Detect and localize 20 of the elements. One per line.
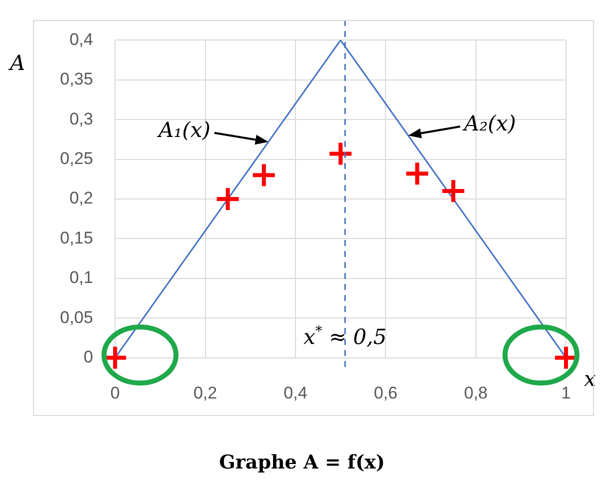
x-tick-label: 0,8 [464,384,488,403]
y-tick-label: 0,35 [60,70,94,89]
y-tick-label: 0,15 [60,228,94,248]
annotation: A₁(x) [156,118,210,142]
y-tick-label: 0,2 [69,188,94,208]
x-tick-label: 0,4 [284,384,308,403]
text: Graphe A = f(x) [219,452,385,474]
ref-line-label: x* ≈ 0,5 [304,323,387,349]
y-tick-label: 0,4 [69,30,94,49]
annotation: A₂(x) [462,111,516,136]
y-tick-label: 0,3 [69,109,94,128]
y-tick-label: 0 [84,347,94,366]
y-tick-label: 0,1 [69,268,94,288]
x-tick-label: 0,6 [374,384,398,403]
x-tick-label: 0 [110,384,120,403]
x-tick-label: 0,2 [193,384,218,403]
y-tick-label: 0,05 [60,308,94,327]
x-tick-label: 1 [561,384,571,403]
y-axis-title: A [8,51,26,76]
y-tick-label: 0,25 [60,148,94,168]
